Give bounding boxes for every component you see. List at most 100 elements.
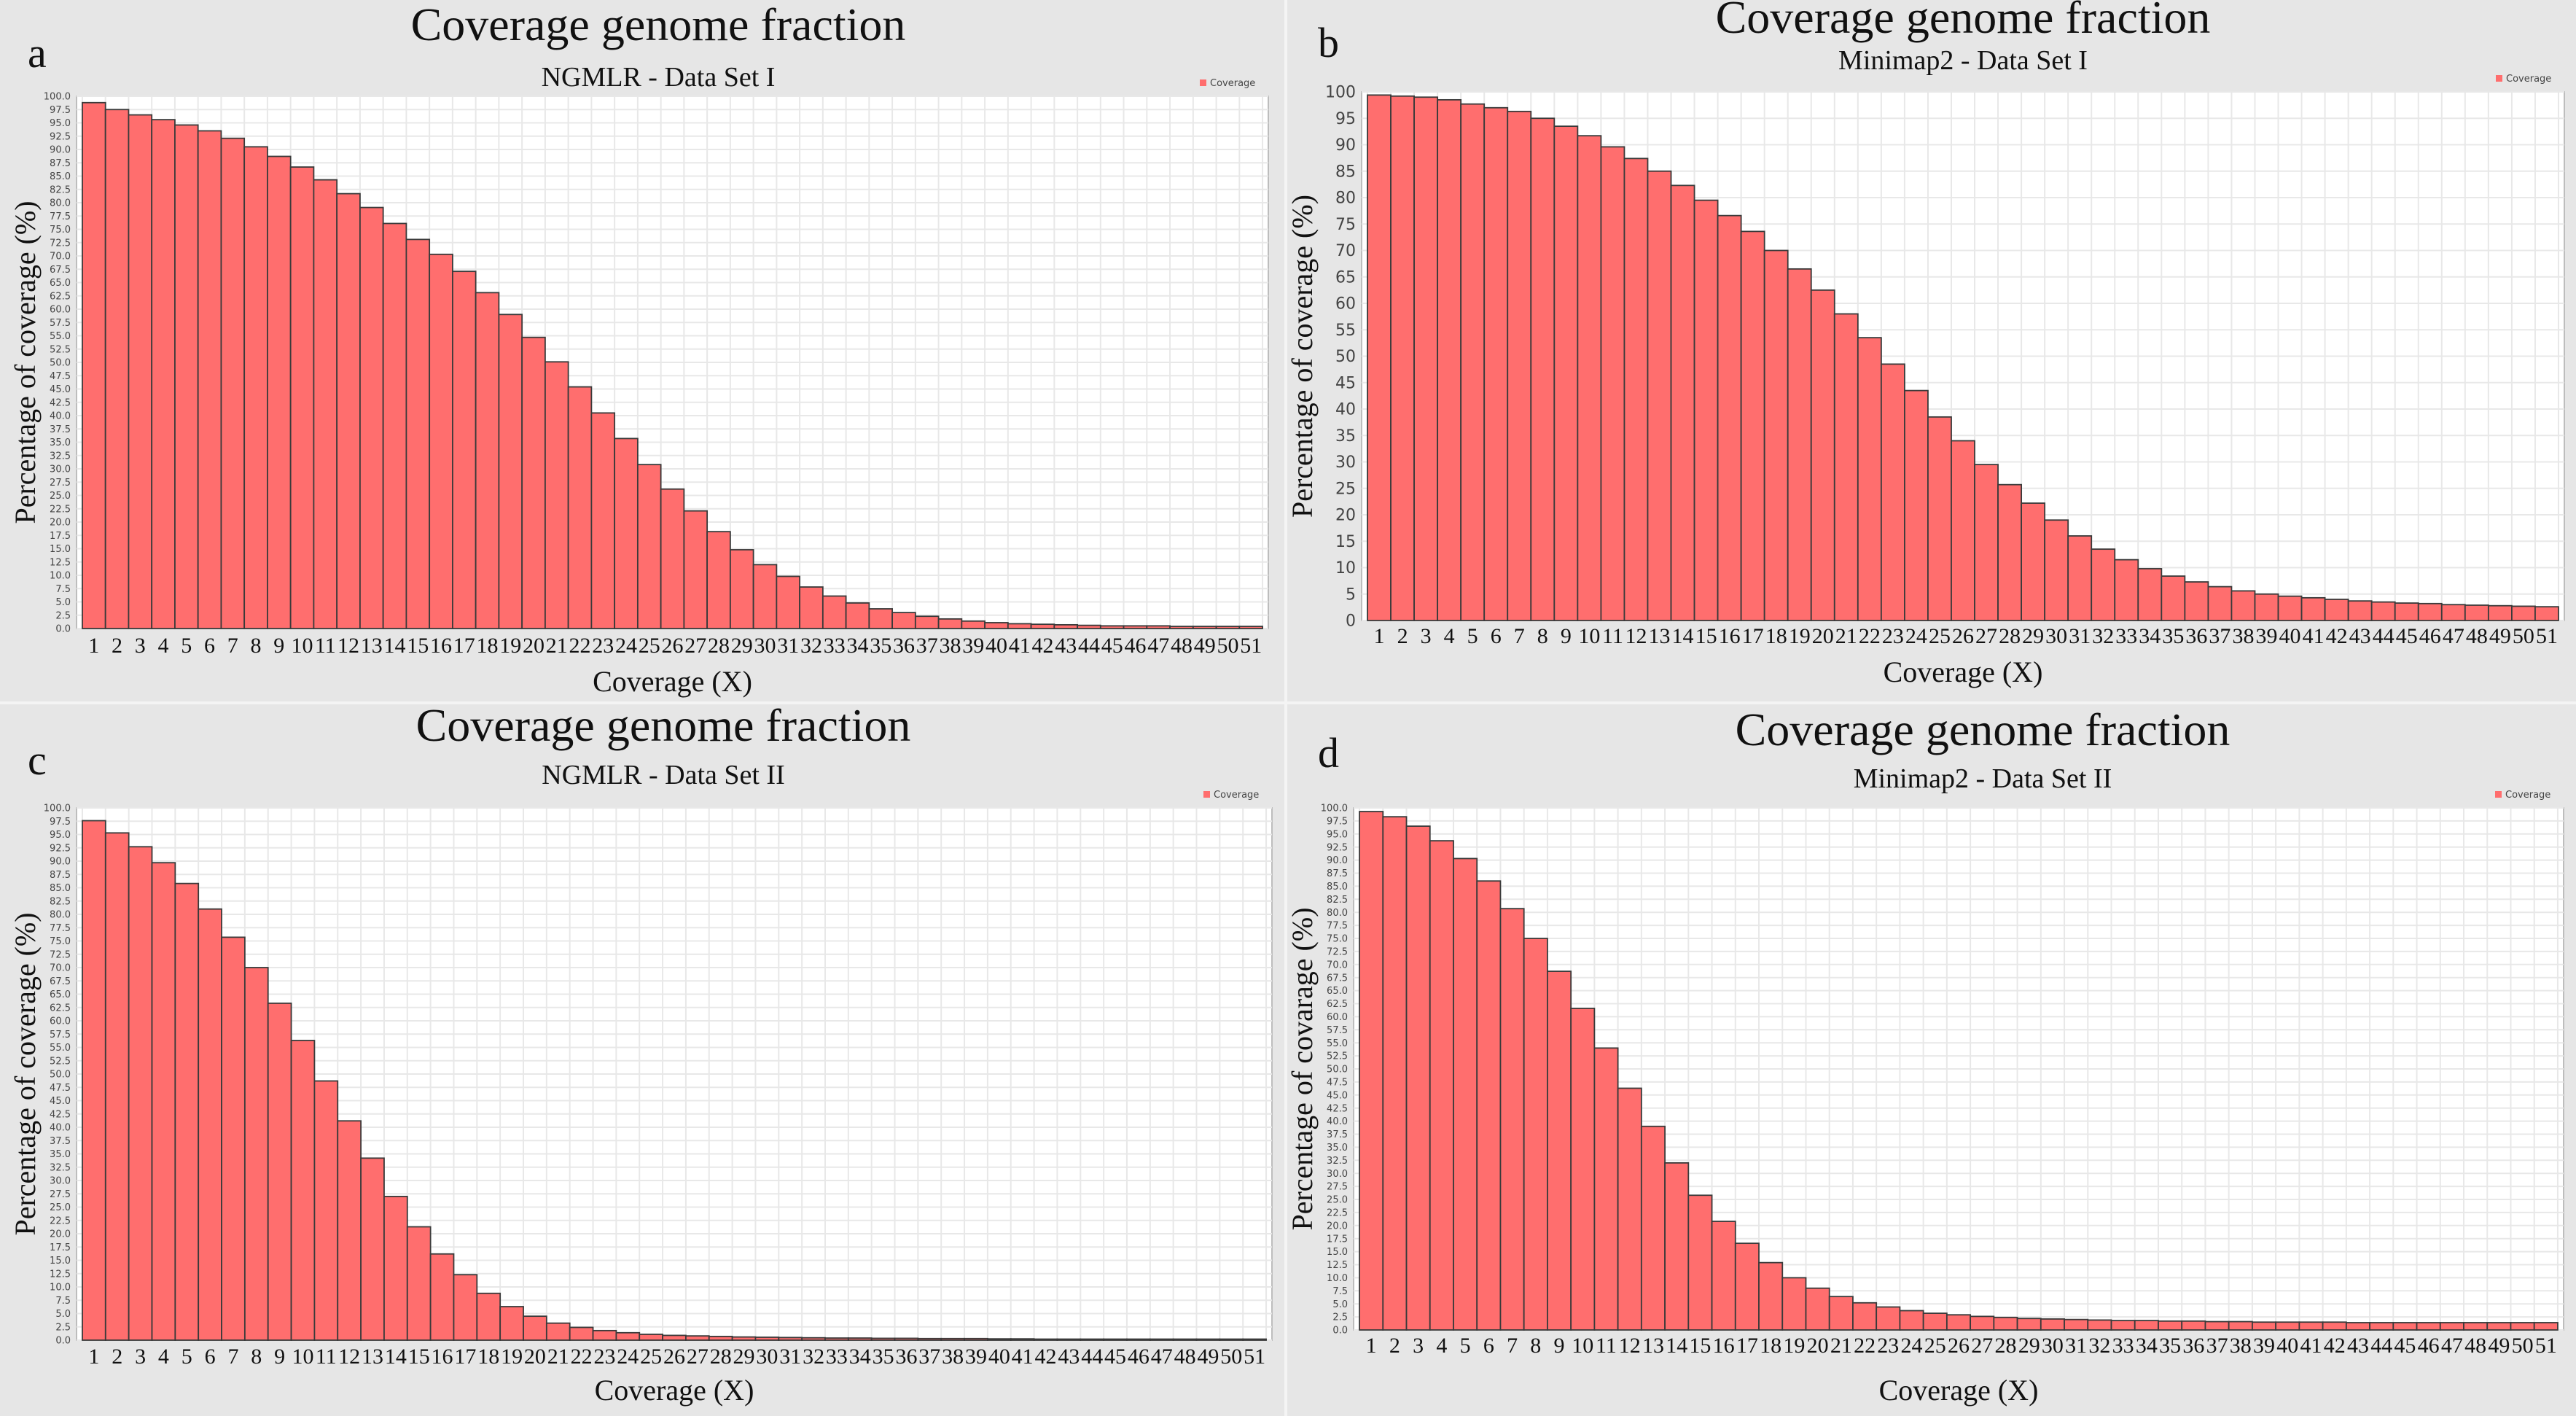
bar — [1763, 249, 1789, 621]
bar — [891, 612, 916, 629]
x-tick-label: 44 — [1078, 634, 1100, 658]
x-tick-label: 26 — [1948, 1334, 1970, 1358]
legend-swatch — [1203, 791, 1210, 798]
bar — [1405, 825, 1431, 1331]
x-tick-label: 32 — [2092, 624, 2114, 648]
chart-title: Coverage genome fraction — [1736, 704, 2230, 755]
y-tick-label: 42.5 — [1327, 1103, 1348, 1114]
bar — [2369, 1322, 2394, 1331]
y-tick-label: 27.5 — [50, 1189, 71, 1200]
y-tick-label: 37.5 — [1327, 1129, 1348, 1140]
x-tick-label: 1 — [1366, 1334, 1377, 1358]
bar — [2463, 1322, 2489, 1331]
y-tick-label: 100.0 — [44, 804, 71, 814]
x-tick-label: 50 — [2513, 624, 2534, 648]
y-tick-label: 65 — [1335, 268, 1356, 287]
y-tick-label: 82.5 — [50, 184, 71, 195]
bar — [383, 1196, 408, 1341]
bar — [1103, 1338, 1128, 1341]
y-tick-label: 50.0 — [50, 1070, 71, 1081]
x-tick-label: 14 — [384, 634, 406, 658]
x-tick-label: 36 — [895, 1345, 917, 1369]
x-axis-label: Coverage (X) — [593, 665, 752, 698]
x-tick-label: 8 — [251, 1345, 262, 1369]
bar — [1593, 1047, 1619, 1331]
bar — [2158, 1320, 2183, 1331]
y-tick-label: 82.5 — [50, 896, 71, 907]
x-tick-label: 5 — [1460, 1334, 1471, 1358]
bar — [917, 1337, 942, 1341]
x-tick-label: 8 — [1530, 1334, 1541, 1358]
x-tick-label: 6 — [1491, 624, 1502, 648]
y-tick-label: 97.5 — [50, 105, 71, 116]
bar — [2110, 1320, 2136, 1331]
bar — [2087, 1319, 2112, 1331]
y-tick-label: 50.0 — [1327, 1065, 1348, 1075]
chart-title: Coverage genome fraction — [1716, 0, 2211, 43]
x-tick-label: 44 — [2370, 1334, 2392, 1358]
x-tick-label: 44 — [2373, 624, 2394, 648]
y-tick-label: 92.5 — [1327, 842, 1348, 853]
x-tick-label: 38 — [942, 1345, 964, 1369]
x-tick-label: 39 — [2253, 1334, 2275, 1358]
x-tick-label: 9 — [1561, 624, 1572, 648]
x-tick-label: 33 — [2115, 624, 2137, 648]
bar — [1460, 103, 1486, 621]
x-tick-label: 24 — [617, 1345, 639, 1369]
bar — [592, 1329, 617, 1341]
x-tick-label: 18 — [477, 1345, 499, 1369]
x-tick-label: 17 — [454, 1345, 476, 1369]
x-tick-label: 5 — [182, 1345, 192, 1369]
bar — [847, 1337, 873, 1341]
y-tick-label: 45 — [1335, 374, 1356, 392]
x-tick-label: 34 — [846, 634, 868, 658]
bar — [868, 608, 894, 629]
y-tick-label: 50 — [1335, 348, 1356, 366]
x-tick-label: 40 — [985, 634, 1007, 658]
x-tick-label: 24 — [1901, 1334, 1923, 1358]
bar — [360, 1157, 385, 1341]
x-tick-label: 24 — [615, 634, 637, 658]
x-tick-label: 31 — [2065, 1334, 2087, 1358]
bar — [336, 192, 361, 629]
x-tick-label: 51 — [1240, 634, 1262, 658]
y-tick-label: 85.0 — [50, 883, 71, 894]
bar — [406, 1226, 432, 1341]
bar — [1758, 1261, 1784, 1331]
legend-label: Coverage — [1214, 790, 1259, 801]
bar — [2370, 601, 2396, 621]
y-tick-label: 82.5 — [1327, 895, 1348, 906]
bar — [1195, 1338, 1221, 1341]
bar — [940, 1337, 965, 1341]
x-tick-label: 28 — [1999, 624, 2021, 648]
y-tick-label: 97.5 — [1327, 816, 1348, 827]
x-tick-label: 35 — [873, 1345, 894, 1369]
y-tick-label: 0.0 — [55, 1336, 71, 1347]
bar — [267, 1003, 292, 1341]
x-tick-label: 18 — [1760, 1334, 1781, 1358]
bar — [475, 292, 500, 629]
x-tick-label: 26 — [662, 634, 684, 658]
bar — [1899, 1310, 1924, 1331]
x-tick-label: 40 — [988, 1345, 1010, 1369]
y-tick-label: 20.0 — [50, 1229, 71, 1240]
bar — [1053, 623, 1078, 629]
y-tick-label: 62.5 — [50, 1003, 71, 1014]
chart-panel-d: d Coverage genome fraction Minimap2 - Data… — [1286, 704, 2564, 1407]
y-tick-label: 55 — [1335, 322, 1356, 340]
x-tick-label: 21 — [546, 634, 568, 658]
bar — [1413, 96, 1439, 621]
y-tick-label: 40.0 — [50, 411, 71, 422]
y-tick-label: 17.5 — [50, 531, 71, 542]
bar — [429, 253, 453, 629]
x-tick-label: 39 — [962, 634, 984, 658]
bar — [1238, 626, 1263, 629]
x-tick-label: 19 — [1789, 624, 1811, 648]
bar — [1951, 440, 1975, 621]
x-tick-label: 4 — [1436, 1334, 1447, 1358]
bar — [636, 464, 662, 629]
y-tick-label: 5.0 — [55, 597, 71, 608]
bar — [754, 1337, 780, 1341]
x-tick-label: 38 — [939, 634, 961, 658]
